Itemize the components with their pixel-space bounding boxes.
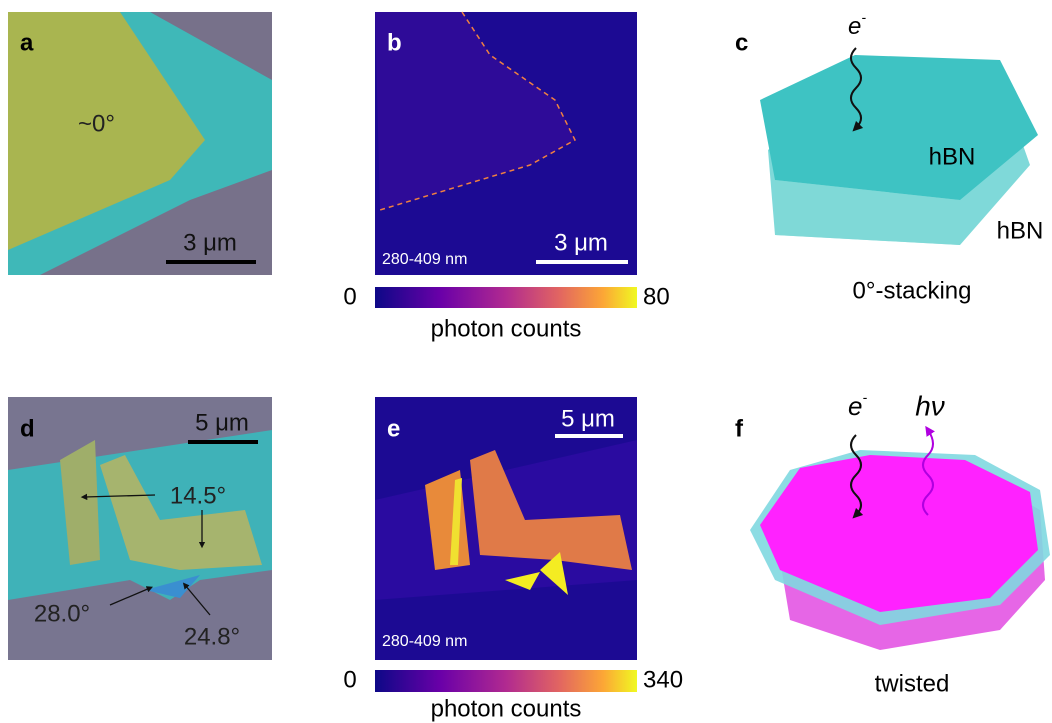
colorbar-label: photon counts xyxy=(431,315,582,342)
pointer xyxy=(182,582,211,616)
layer-label: hBN xyxy=(929,143,976,170)
electron-charge: - xyxy=(861,9,866,25)
twisted-region xyxy=(100,455,262,570)
colorbar-min: 0 xyxy=(343,283,356,310)
panel-label: d xyxy=(20,415,35,442)
panel-d: d 5 μm 14.5° 28.0° 24.8° xyxy=(8,397,272,660)
colorbar-min: 0 xyxy=(343,666,356,693)
scale-bar xyxy=(555,434,623,438)
hbn-layer xyxy=(760,455,1038,612)
emission-region xyxy=(540,552,568,595)
electron-arrow xyxy=(850,434,864,519)
scale-bar-label: 3 μm xyxy=(183,229,237,256)
angle-label: 24.8° xyxy=(184,623,240,650)
scale-bar-label: 3 μm xyxy=(554,229,608,256)
flake-region xyxy=(375,12,575,210)
emission-region xyxy=(470,450,632,570)
electron-arrow xyxy=(850,47,864,132)
flake-outline xyxy=(379,11,576,211)
scale-bar xyxy=(536,260,628,264)
wavelength-label: 280-409 nm xyxy=(382,251,467,268)
panel-label: e xyxy=(387,415,400,442)
colorbar xyxy=(375,287,637,308)
scale-bar xyxy=(188,440,258,444)
scale-bar-label: 5 μm xyxy=(195,409,249,436)
electron-label: e- xyxy=(848,9,866,41)
electron: e xyxy=(848,391,862,421)
pointer xyxy=(80,493,156,501)
colorbar-max: 340 xyxy=(643,666,683,693)
colorbar xyxy=(375,670,637,692)
panel-a: a ~0° 3 μm xyxy=(8,12,272,275)
twisted-region xyxy=(60,440,100,565)
panel-e: e 280-409 nm 5 μm 0 340 photon counts xyxy=(343,397,683,722)
panel-c: c e- hBN hBN 0°-stacking xyxy=(735,9,1043,305)
pointer xyxy=(109,586,153,606)
hbn-edge xyxy=(775,180,960,245)
electron: e xyxy=(848,13,861,40)
caption: 0°-stacking xyxy=(853,277,972,304)
angle-label: 14.5° xyxy=(170,482,226,509)
scale-bar xyxy=(166,260,256,264)
electron-label: e- xyxy=(848,389,867,421)
twisted-region xyxy=(145,575,200,598)
emission-region xyxy=(505,572,540,590)
angle-label: ~0° xyxy=(78,110,115,137)
panel-label: f xyxy=(735,415,744,442)
panel-f: f e- hν twisted xyxy=(735,389,1050,697)
photon-label: hν xyxy=(915,390,945,421)
electron-charge: - xyxy=(862,389,867,405)
photon-arrow xyxy=(922,425,935,516)
hbn-flake xyxy=(8,12,205,250)
panel-b: b 280-409 nm 3 μm 0 80 photon counts xyxy=(343,11,670,342)
panel-label: b xyxy=(387,29,402,56)
caption: twisted xyxy=(875,670,950,697)
panel-label: c xyxy=(735,29,748,56)
emission-region xyxy=(450,478,462,565)
hbn-layer xyxy=(760,55,1038,200)
angle-label: 28.0° xyxy=(34,600,90,627)
panel-label: a xyxy=(20,29,34,56)
colorbar-label: photon counts xyxy=(431,695,582,722)
scale-bar-label: 5 μm xyxy=(561,405,615,432)
colorbar-max: 80 xyxy=(643,283,670,310)
wavelength-label: 280-409 nm xyxy=(382,633,467,650)
layer-label: hBN xyxy=(997,217,1044,244)
